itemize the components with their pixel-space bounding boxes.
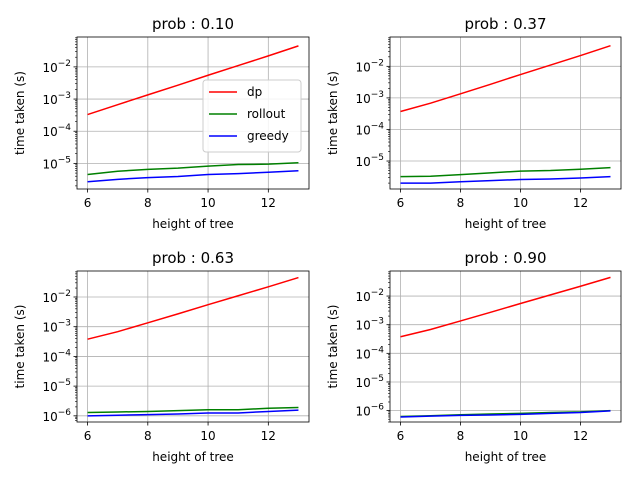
y-axis-label: time taken (s) bbox=[326, 305, 340, 389]
x-tick-label: 6 bbox=[397, 196, 405, 210]
axes-frame bbox=[389, 36, 622, 190]
x-tick-label: 6 bbox=[84, 196, 92, 210]
y-tick-label: 10−5 bbox=[42, 155, 71, 171]
series-line-rollout bbox=[87, 161, 299, 176]
y-tick-label: 10−5 bbox=[355, 153, 384, 169]
y-axis-label: time taken (s) bbox=[326, 71, 340, 155]
x-axis-label: height of tree bbox=[465, 217, 547, 231]
series-line-dp bbox=[87, 45, 299, 116]
x-tick-label: 8 bbox=[457, 196, 465, 210]
y-tick-label: 10−2 bbox=[355, 58, 384, 74]
subplot-1: 6 8 10 12 10−5 10−4 10−3 10−2 prob : 0.10 height … bbox=[13, 15, 310, 231]
legend-label-rollout: rollout bbox=[247, 107, 286, 121]
y-axis-label: time taken (s) bbox=[13, 305, 27, 389]
series-line-greedy bbox=[87, 170, 299, 183]
series-line-dp bbox=[400, 276, 611, 338]
subplot-title: prob : 0.63 bbox=[152, 249, 234, 267]
subplot-title: prob : 0.10 bbox=[152, 15, 234, 33]
y-tick-label: 10−2 bbox=[42, 289, 71, 305]
x-axis-label: height of tree bbox=[465, 450, 547, 464]
subplot-3: 6 8 10 12 10−6 10−5 10−4 10−3 10−2 prob : 0.63 hei… bbox=[13, 249, 310, 464]
y-tick-label: 10−3 bbox=[355, 90, 384, 106]
series-line-greedy bbox=[400, 175, 611, 184]
legend-box bbox=[202, 79, 302, 153]
axes-frame bbox=[76, 36, 310, 190]
x-tick-label: 6 bbox=[397, 429, 405, 443]
x-tick-label: 8 bbox=[144, 429, 152, 443]
legend: dp rollout greedy bbox=[202, 79, 302, 153]
y-tick-label: 10−4 bbox=[42, 123, 71, 139]
y-tick-label: 10−4 bbox=[42, 348, 71, 364]
series-line-dp bbox=[87, 276, 299, 340]
x-tick-label: 8 bbox=[144, 196, 152, 210]
x-tick-label: 8 bbox=[457, 429, 465, 443]
y-tick-label: 10−6 bbox=[42, 408, 71, 424]
series-line-rollout bbox=[400, 166, 611, 178]
y-tick-label: 10−5 bbox=[355, 374, 384, 390]
x-tick-label: 6 bbox=[84, 429, 92, 443]
subplot-2: 6 8 10 12 10−5 10−4 10−3 10−2 prob : 0.37 height … bbox=[326, 15, 622, 231]
y-tick-label: 10−3 bbox=[355, 317, 384, 333]
x-axis-label: height of tree bbox=[152, 450, 234, 464]
series-line-greedy bbox=[87, 409, 299, 417]
x-tick-label: 12 bbox=[573, 196, 588, 210]
subplot-4: 6 8 10 12 10−6 10−5 10−4 10−3 10−2 prob : 0.90 hei… bbox=[326, 249, 622, 464]
y-tick-label: 10−3 bbox=[42, 91, 71, 107]
series-line-dp bbox=[400, 45, 611, 113]
y-tick-label: 10−2 bbox=[355, 288, 384, 304]
y-tick-label: 10−3 bbox=[42, 319, 71, 335]
x-tick-label: 10 bbox=[513, 429, 528, 443]
x-axis-label: height of tree bbox=[152, 217, 234, 231]
x-tick-label: 12 bbox=[261, 429, 276, 443]
y-axis-label: time taken (s) bbox=[13, 71, 27, 155]
axes-frame bbox=[76, 270, 310, 423]
y-tick-label: 10−4 bbox=[355, 345, 384, 361]
x-tick-label: 10 bbox=[513, 196, 528, 210]
series-line-rollout bbox=[87, 406, 299, 414]
x-tick-label: 12 bbox=[261, 196, 276, 210]
axes-frame bbox=[389, 270, 622, 423]
x-tick-label: 10 bbox=[200, 429, 215, 443]
x-tick-label: 12 bbox=[573, 429, 588, 443]
legend-label-greedy: greedy bbox=[247, 129, 289, 143]
subplot-title: prob : 0.90 bbox=[464, 249, 546, 267]
y-tick-label: 10−2 bbox=[42, 59, 71, 75]
y-tick-label: 10−4 bbox=[355, 121, 384, 137]
series-line-greedy bbox=[400, 410, 611, 418]
subplot-title: prob : 0.37 bbox=[464, 15, 546, 33]
legend-label-dp: dp bbox=[247, 85, 262, 99]
x-tick-label: 10 bbox=[200, 196, 215, 210]
y-tick-label: 10−6 bbox=[355, 403, 384, 419]
y-tick-label: 10−5 bbox=[42, 378, 71, 394]
